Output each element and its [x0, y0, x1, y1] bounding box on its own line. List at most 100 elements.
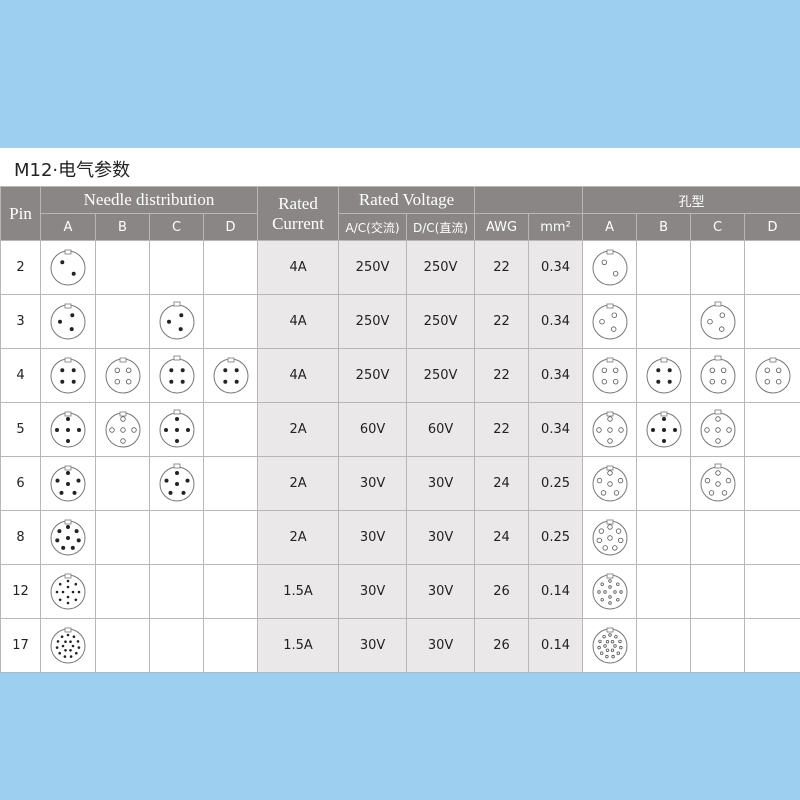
- pin-dot: [174, 416, 179, 421]
- hole-cell-a: [582, 618, 638, 673]
- pin-dot: [181, 490, 185, 495]
- hole-cell-b: [636, 618, 692, 673]
- pin-dot: [178, 326, 183, 331]
- header-needle-c: C: [149, 213, 204, 241]
- hole-cell-c: [690, 348, 746, 403]
- pin-dot: [601, 367, 607, 373]
- pin-dot: [119, 415, 126, 422]
- pin-dot: [66, 601, 70, 604]
- pin-dot: [706, 318, 713, 324]
- needle-cell-d: [202, 618, 259, 673]
- pin-dot: [69, 639, 72, 643]
- table-row: 2 4A 250V 250V 22 0.34: [0, 240, 800, 295]
- pin-dot: [222, 367, 227, 372]
- hole-cell-b: [636, 510, 692, 565]
- pin-dot: [55, 537, 60, 542]
- pin-dot: [60, 259, 65, 264]
- pin-dot: [718, 325, 724, 332]
- pin-dot: [74, 528, 79, 533]
- rated-current: 2A: [257, 456, 340, 511]
- needle-cell-b: [95, 348, 150, 403]
- pin-dot: [72, 490, 77, 495]
- pin-dot: [55, 645, 59, 649]
- hole-cell-b: [636, 348, 692, 403]
- hole-cell-d: [744, 402, 800, 457]
- needle-cell-c: [149, 510, 204, 565]
- pin-dot: [613, 634, 618, 638]
- rated-current: 2A: [257, 510, 340, 565]
- pin-dot: [66, 524, 70, 529]
- mm2: 0.25: [528, 510, 584, 565]
- pin-dot: [596, 589, 601, 594]
- pin-dot: [180, 367, 185, 372]
- pin-dot: [71, 644, 75, 647]
- pin-dot: [606, 426, 613, 433]
- hole-connector-icon: [592, 519, 628, 555]
- pin-dot: [607, 594, 612, 599]
- pin-dot: [596, 537, 602, 543]
- pin-dot: [613, 489, 619, 496]
- header-blank: [474, 186, 584, 214]
- pin-dot: [611, 311, 617, 318]
- needle-cell-c: [149, 618, 204, 673]
- needle-cell-a: [40, 240, 96, 295]
- pin-dot: [222, 379, 227, 384]
- pin-dot: [168, 490, 172, 495]
- pin-dot: [114, 367, 120, 373]
- hole-cell-b: [636, 564, 692, 619]
- pin-count: 3: [0, 294, 41, 349]
- pin-dot: [71, 271, 76, 276]
- needle-cell-a: [40, 348, 96, 403]
- pin-dot: [234, 379, 239, 384]
- pin-dot: [601, 378, 607, 384]
- header-needle-b: B: [95, 213, 150, 241]
- pin-dot: [610, 654, 615, 658]
- hole-cell-c: [690, 510, 746, 565]
- pin-dot: [600, 597, 604, 601]
- hole-cell-c: [690, 456, 746, 511]
- rated-voltage-ac: 30V: [338, 456, 408, 511]
- pin-dot: [650, 427, 655, 432]
- hole-connector-icon: [646, 411, 682, 447]
- pin-dot: [617, 537, 623, 543]
- pin-count: 6: [0, 456, 41, 511]
- pin-dot: [721, 489, 727, 496]
- pin-dot: [55, 427, 59, 432]
- rated-voltage-ac: 30V: [338, 564, 408, 619]
- pin-dot: [66, 481, 70, 486]
- needle-connector-icon: [105, 411, 140, 447]
- table-row: 4 4A 250V 250V 22 0.34: [0, 348, 800, 403]
- rated-voltage-dc: 30V: [406, 564, 476, 619]
- needle-connector-icon: [159, 301, 194, 339]
- rated-voltage-ac: 60V: [338, 402, 408, 457]
- rated-current: 1.5A: [257, 564, 340, 619]
- header-hole-d: D: [744, 213, 800, 241]
- needle-cell-c: [149, 564, 204, 619]
- pin-dot: [164, 478, 168, 483]
- hole-cell-a: [582, 510, 638, 565]
- pin-dot: [606, 523, 613, 530]
- hole-connector-icon: [755, 357, 791, 393]
- needle-cell-b: [95, 456, 150, 511]
- needle-connector-icon: [50, 573, 86, 609]
- pin-dot: [607, 600, 612, 605]
- pin-dot: [617, 639, 622, 643]
- needle-cell-a: [40, 564, 96, 619]
- table-row: 3 4A 250V 250V 22 0.34: [0, 294, 800, 349]
- needle-cell-d: [202, 402, 259, 457]
- pin-dot: [607, 632, 612, 637]
- pin-dot: [66, 427, 70, 432]
- hole-cell-d: [744, 348, 800, 403]
- pin-dot: [61, 590, 65, 593]
- pin-dot: [174, 427, 179, 432]
- rated-voltage-dc: 60V: [406, 402, 476, 457]
- needle-cell-c: [149, 456, 204, 511]
- needle-cell-d: [202, 240, 259, 295]
- hole-cell-c: [690, 618, 746, 673]
- rated-voltage-ac: 250V: [338, 240, 408, 295]
- pin-dot: [234, 367, 239, 372]
- pin-count: 12: [0, 564, 41, 619]
- mm2: 0.14: [528, 618, 584, 673]
- pin-dot: [764, 378, 770, 384]
- pin-dot: [610, 639, 614, 643]
